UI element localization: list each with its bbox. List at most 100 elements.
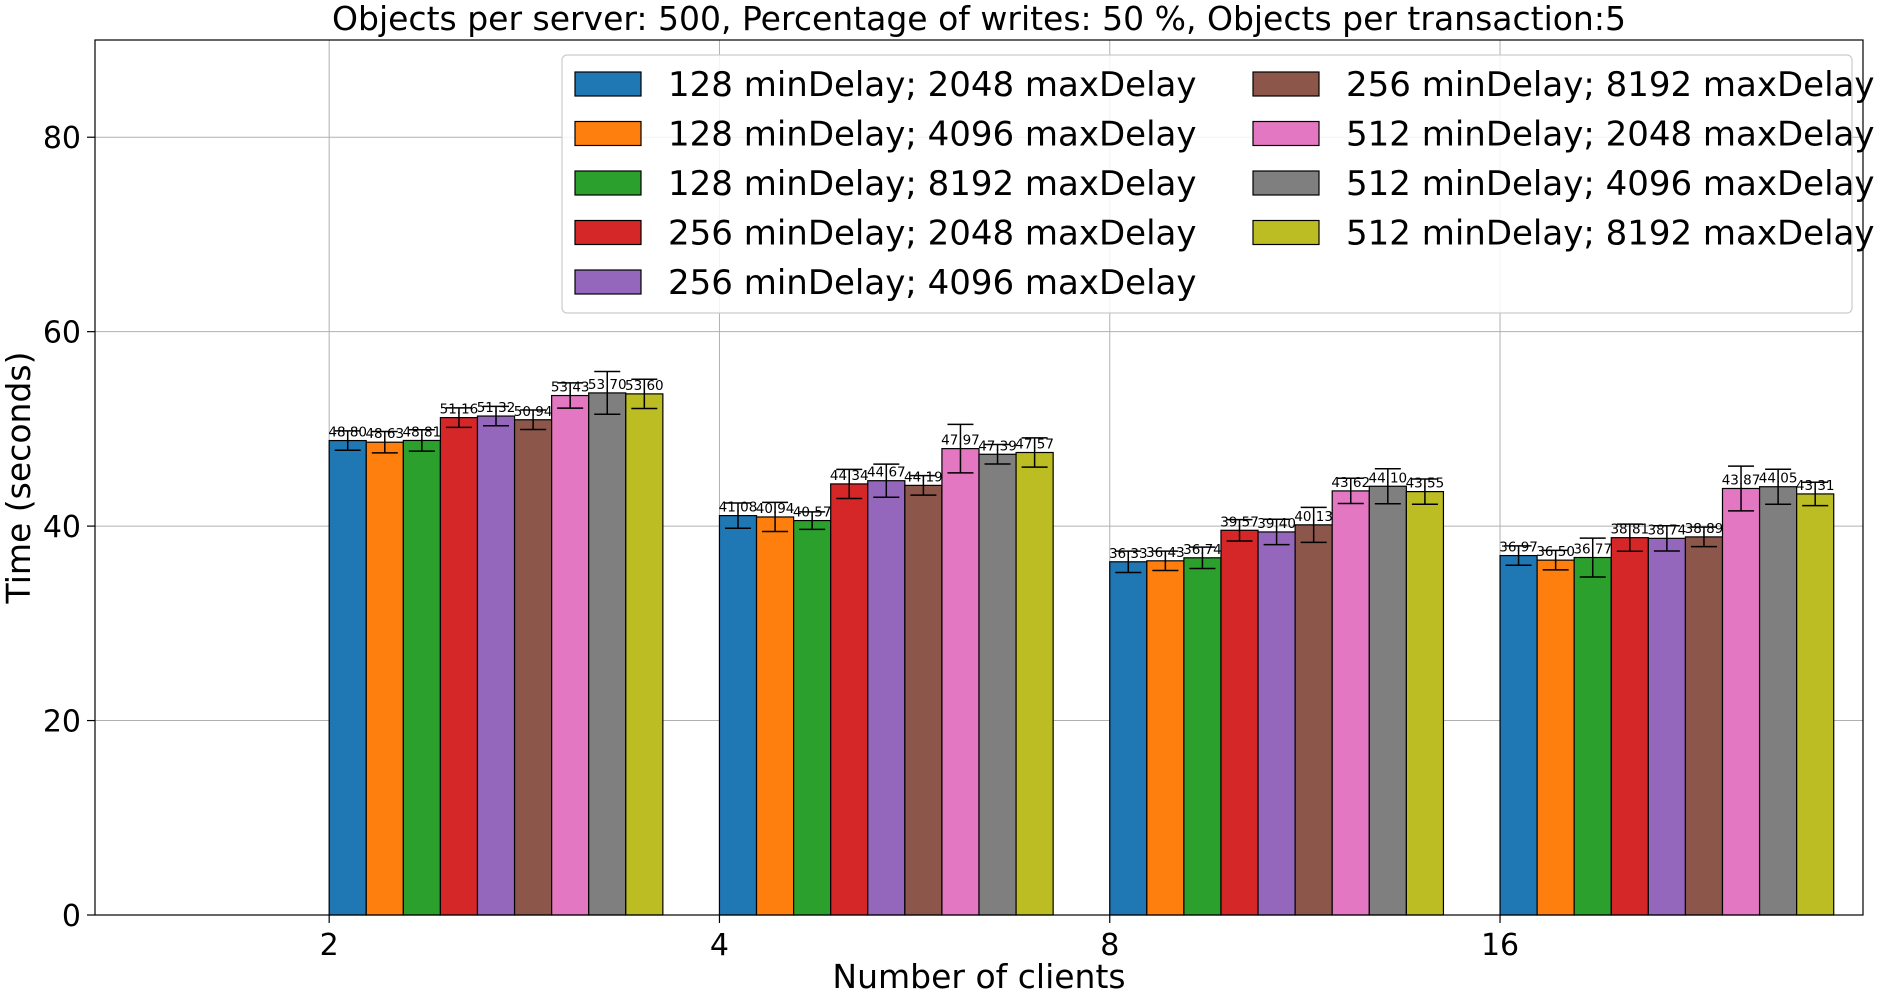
- bar-value-label: 51.32: [477, 400, 516, 416]
- bar: [513, 419, 553, 916]
- legend-label: 256 minDelay; 8192 maxDelay: [1346, 65, 1875, 105]
- bar: [718, 515, 758, 916]
- bar-value-label: 44.34: [830, 468, 869, 484]
- bar-value-label: 36.77: [1573, 542, 1612, 558]
- x-tick-label: 16: [1481, 928, 1519, 963]
- bar-value-label: 40.13: [1294, 509, 1333, 525]
- y-tick-label: 80: [43, 121, 81, 156]
- bar-value-label: 38.89: [1685, 521, 1724, 537]
- bar: [1015, 451, 1054, 916]
- bar: [1610, 537, 1649, 916]
- bar-value-label: 43.62: [1331, 475, 1370, 491]
- bar-value-label: 36.33: [1109, 546, 1148, 562]
- legend: 128 minDelay; 2048 maxDelay 128 minDelay;…: [561, 54, 1875, 314]
- bar: [1721, 487, 1761, 916]
- bar: [1146, 560, 1185, 916]
- error-bars-layer: [334, 370, 1829, 578]
- x-tick-label: 4: [710, 928, 729, 963]
- legend-swatch: [574, 71, 642, 97]
- bar: [402, 439, 442, 916]
- bar-value-label: 50.94: [514, 404, 553, 420]
- legend-label: 512 minDelay; 8192 maxDelay: [1346, 214, 1875, 254]
- bar-value-label: 43.55: [1406, 476, 1445, 492]
- bar: [439, 417, 479, 916]
- bar-value-label: 40.94: [756, 501, 795, 517]
- bar-value-label: 47.39: [978, 438, 1017, 454]
- bar: [1183, 557, 1222, 916]
- bar: [830, 483, 869, 916]
- bar-value-label: 44.67: [867, 465, 906, 481]
- bar: [1109, 561, 1148, 916]
- bar-value-label: 43.87: [1722, 472, 1761, 488]
- bar: [941, 448, 980, 916]
- bar: [625, 393, 664, 916]
- legend-swatch: [574, 219, 642, 246]
- bar: [365, 441, 404, 916]
- bar-value-label: 47.57: [1015, 437, 1054, 453]
- x-axis-ticks: 2 4 8 16: [320, 915, 1519, 963]
- legend-label: 128 minDelay; 2048 maxDelay: [668, 65, 1197, 105]
- bar: [551, 394, 590, 916]
- bar-value-label: 39.40: [1257, 516, 1296, 532]
- bars-layer: [328, 392, 1835, 916]
- bar: [1257, 531, 1296, 916]
- bar: [978, 453, 1017, 916]
- data-labels-layer: 48.80 41.08 36.33 36.97 48.63 40.94 36.43 36.50…: [328, 377, 1834, 562]
- bar-value-label: 38.74: [1648, 522, 1687, 538]
- legend-label: 512 minDelay; 2048 maxDelay: [1346, 115, 1875, 155]
- y-tick-label: 0: [62, 899, 81, 934]
- bar-value-label: 36.50: [1536, 544, 1575, 560]
- bar-value-label: 44.19: [904, 469, 943, 485]
- bar-value-label: 48.63: [365, 426, 404, 442]
- bar: [904, 484, 943, 916]
- legend-swatch: [574, 269, 642, 295]
- bar: [328, 439, 367, 916]
- bar: [867, 480, 906, 916]
- y-tick-label: 40: [43, 510, 81, 545]
- y-axis-label: Time (seconds): [0, 352, 38, 605]
- bar: [793, 519, 832, 916]
- chart-title: Objects per server: 500, Percentage of w…: [332, 0, 1626, 38]
- y-axis-ticks: 0 20 40 60 80: [43, 121, 95, 934]
- bar: [1573, 556, 1612, 916]
- bar: [1536, 559, 1575, 916]
- legend-swatch: [1252, 120, 1320, 147]
- bar-value-label: 43.31: [1796, 478, 1835, 494]
- legend-label: 256 minDelay; 2048 maxDelay: [668, 214, 1197, 254]
- bar: [1294, 524, 1333, 916]
- bar-value-label: 38.81: [1610, 522, 1649, 538]
- legend-label: 256 minDelay; 4096 maxDelay: [668, 263, 1197, 303]
- bar-value-label: 48.81: [403, 424, 442, 440]
- legend-swatch: [1252, 71, 1320, 97]
- legend-swatch: [574, 120, 642, 147]
- bar: [1331, 490, 1370, 916]
- bar-value-label: 53.43: [551, 380, 590, 396]
- bar: [1647, 537, 1687, 916]
- bar-value-label: 44.10: [1368, 470, 1407, 486]
- x-tick-label: 2: [320, 928, 339, 963]
- y-tick-label: 20: [43, 705, 81, 740]
- bar-value-label: 51.16: [440, 402, 479, 418]
- bar: [755, 516, 795, 916]
- bar-value-label: 36.43: [1146, 545, 1185, 561]
- bar-value-label: 41.08: [719, 500, 758, 516]
- bar: [1684, 536, 1724, 916]
- legend-swatch: [1252, 170, 1320, 196]
- legend-label: 512 minDelay; 4096 maxDelay: [1346, 164, 1875, 204]
- bar: [588, 392, 627, 916]
- bar-value-label: 36.74: [1183, 542, 1222, 558]
- bar: [476, 415, 516, 916]
- x-tick-label: 8: [1100, 928, 1119, 963]
- bar-value-label: 44.05: [1759, 471, 1798, 487]
- bar-value-label: 53.70: [588, 377, 627, 393]
- bar-value-label: 47.97: [941, 433, 980, 449]
- bar: [1796, 493, 1835, 916]
- bar: [1758, 486, 1798, 916]
- legend-swatch: [1252, 219, 1320, 246]
- x-axis-label: Number of clients: [832, 957, 1125, 996]
- bar: [1368, 485, 1407, 916]
- bar: [1405, 490, 1445, 916]
- legend-box: [561, 54, 1853, 314]
- bar-value-label: 40.57: [793, 505, 832, 521]
